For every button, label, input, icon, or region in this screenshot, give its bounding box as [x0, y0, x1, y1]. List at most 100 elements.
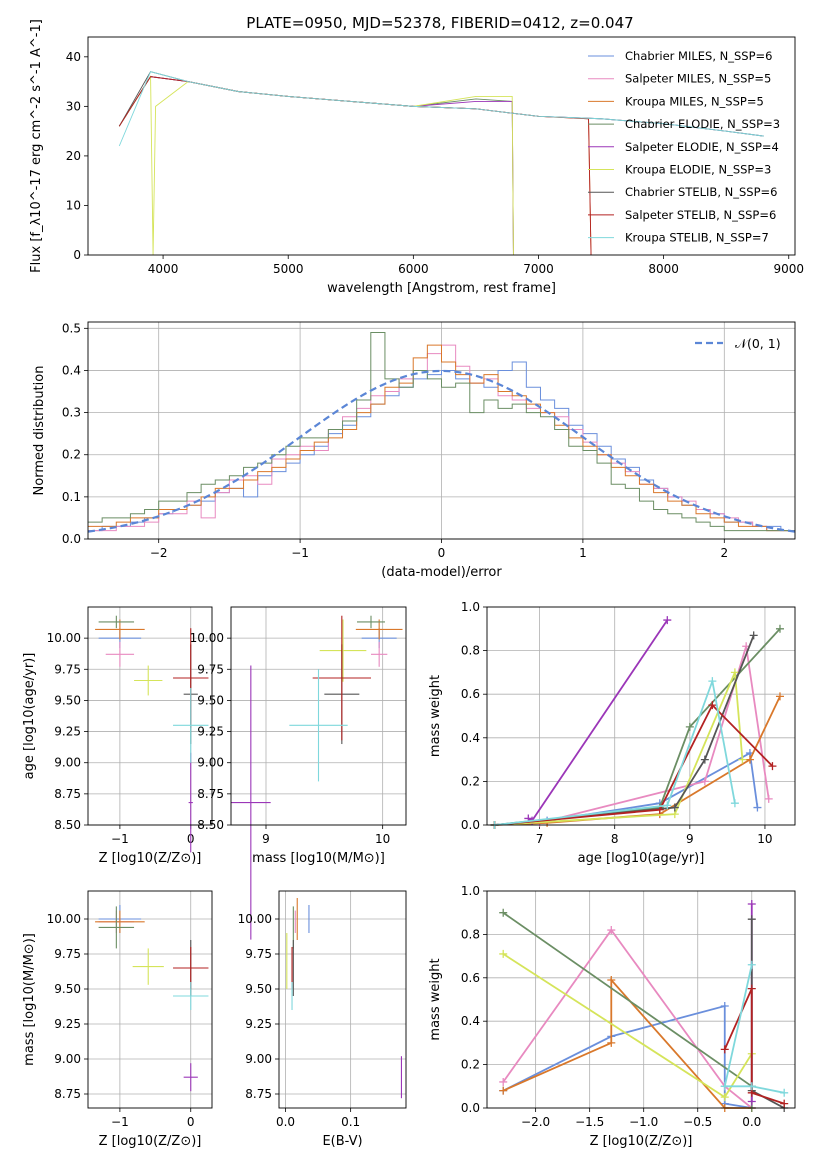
- y-tick-label: 0.6: [461, 971, 480, 985]
- x-tick-label: 0.0: [276, 1115, 295, 1129]
- y-tick-label: 9.50: [54, 693, 81, 707]
- y-tick-label: 8.75: [54, 787, 81, 801]
- weight-marker: [747, 915, 756, 924]
- y-tick-label: 0.2: [62, 448, 81, 462]
- histogram-series: [88, 332, 795, 532]
- x-tick-label: 0.1: [341, 1115, 360, 1129]
- y-tick-label: 0.1: [62, 490, 81, 504]
- y-tick-label: 9.00: [54, 756, 81, 770]
- x-tick-label: 0: [438, 546, 446, 560]
- weight-marker: [747, 1082, 756, 1091]
- weight-line: [494, 672, 744, 826]
- y-tick-label: 0.0: [461, 818, 480, 832]
- y-tick-label: 9.25: [245, 1017, 272, 1031]
- x-tick-label: 7000: [523, 262, 554, 276]
- x-axis-label: Z [log10(Z/Z⊙)]: [99, 1134, 202, 1149]
- y-tick-label: 10.00: [47, 912, 81, 926]
- x-tick-label: −2: [150, 546, 168, 560]
- x-axis-label: age [log10(age/yr)]: [578, 851, 705, 866]
- x-tick-label: 1: [579, 546, 587, 560]
- plot-frame: [87, 321, 796, 540]
- weight-marker: [670, 803, 679, 812]
- y-tick-label: 9.25: [54, 725, 81, 739]
- y-tick-label: 9.75: [54, 947, 81, 961]
- y-tick-label: 9.00: [54, 1052, 81, 1066]
- y-tick-label: 9.00: [245, 1052, 272, 1066]
- age-vs-mass-plot: 9 10 8.50 8.75 9.00 9.25 9.50 9.75 10.00 mass [lo…: [190, 606, 407, 940]
- histogram-series: [88, 344, 795, 532]
- x-axis-label: Z [log10(Z/Z⊙)]: [590, 1134, 693, 1149]
- x-tick-label: 7: [536, 832, 544, 846]
- x-tick-label: 2: [720, 546, 728, 560]
- weight-marker: [700, 755, 709, 764]
- y-tick-label: 0.3: [62, 406, 81, 420]
- y-tick-label: 9.50: [197, 693, 224, 707]
- x-tick-label: 8: [611, 832, 619, 846]
- weight-marker: [747, 1097, 756, 1106]
- weight-line: [494, 628, 781, 826]
- plot-frame: [87, 606, 213, 826]
- y-axis-label: mass weight: [428, 958, 443, 1040]
- legend-entry: Salpeter ELODIE, N_SSP=4: [625, 140, 779, 154]
- x-tick-label: 4000: [148, 262, 179, 276]
- weight-marker: [780, 1088, 789, 1097]
- y-tick-label: 0.5: [62, 321, 81, 335]
- x-tick-label: 8000: [648, 262, 679, 276]
- weight-line: [502, 928, 753, 1109]
- weight-line: [502, 953, 753, 1099]
- spectrum-line: [118, 71, 764, 147]
- weight-marker: [747, 960, 756, 969]
- legend-entry: Chabrier MILES, N_SSP=6: [625, 49, 772, 63]
- y-tick-label: 8.50: [54, 818, 81, 832]
- x-tick-label: −1.5: [575, 1115, 604, 1129]
- legend-entry: Salpeter STELIB, N_SSP=6: [625, 208, 776, 222]
- plot-frame: [278, 890, 407, 1109]
- weight-marker: [747, 900, 756, 909]
- x-tick-label: −2.0: [521, 1115, 550, 1129]
- weight-line: [750, 919, 785, 1109]
- weight-marker: [775, 624, 784, 633]
- histogram-series: [88, 344, 795, 532]
- y-tick-label: 0.0: [62, 532, 81, 546]
- weight-marker: [708, 677, 717, 686]
- x-tick-label: −0.5: [683, 1115, 712, 1129]
- legend-entry: Salpeter MILES, N_SSP=5: [625, 72, 771, 86]
- y-tick-label: 10: [66, 198, 81, 212]
- x-tick-label: 9000: [773, 262, 804, 276]
- y-tick-label: 9.00: [197, 756, 224, 770]
- plot-frame: [486, 890, 796, 1109]
- weight-marker: [607, 975, 616, 984]
- weight-marker: [663, 801, 672, 810]
- weight-line: [723, 964, 785, 1094]
- x-tick-label: 0.0: [742, 1115, 761, 1129]
- weight-marker: [607, 1038, 616, 1047]
- y-tick-label: 8.50: [197, 818, 224, 832]
- y-tick-label: 8.75: [54, 1087, 81, 1101]
- y-tick-label: 9.75: [54, 662, 81, 676]
- weight-marker: [780, 1099, 789, 1108]
- weight-marker: [708, 701, 717, 710]
- weight-marker: [499, 949, 508, 958]
- y-tick-label: 30: [66, 99, 81, 113]
- weight-marker: [775, 692, 784, 701]
- y-tick-label: 0.8: [461, 927, 480, 941]
- y-tick-label: 0.8: [461, 644, 480, 658]
- y-tick-label: 9.75: [245, 947, 272, 961]
- weight-marker: [745, 755, 754, 764]
- legend-entry: Kroupa STELIB, N_SSP=7: [625, 231, 769, 245]
- y-tick-label: 9.25: [197, 725, 224, 739]
- weight-marker: [700, 777, 709, 786]
- weight-marker: [730, 799, 739, 808]
- x-tick-label: −1: [111, 1115, 129, 1129]
- x-axis-label: mass [log10(M/M⊙)]: [252, 851, 385, 866]
- y-axis-label: Flux [f_λ10^-17 erg cm^-2 s^-1 A^-1]: [29, 19, 44, 273]
- figure-title: PLATE=0950, MJD=52378, FIBERID=0412, z=0…: [246, 14, 633, 32]
- y-tick-label: 0.4: [461, 731, 480, 745]
- y-tick-label: 10.00: [238, 912, 272, 926]
- y-axis-label: mass [log10(M/M⊙)]: [22, 933, 37, 1066]
- weight-marker: [663, 616, 672, 625]
- y-tick-label: 20: [66, 149, 81, 163]
- spectrum-line: [118, 76, 592, 255]
- weight-marker: [720, 1045, 729, 1054]
